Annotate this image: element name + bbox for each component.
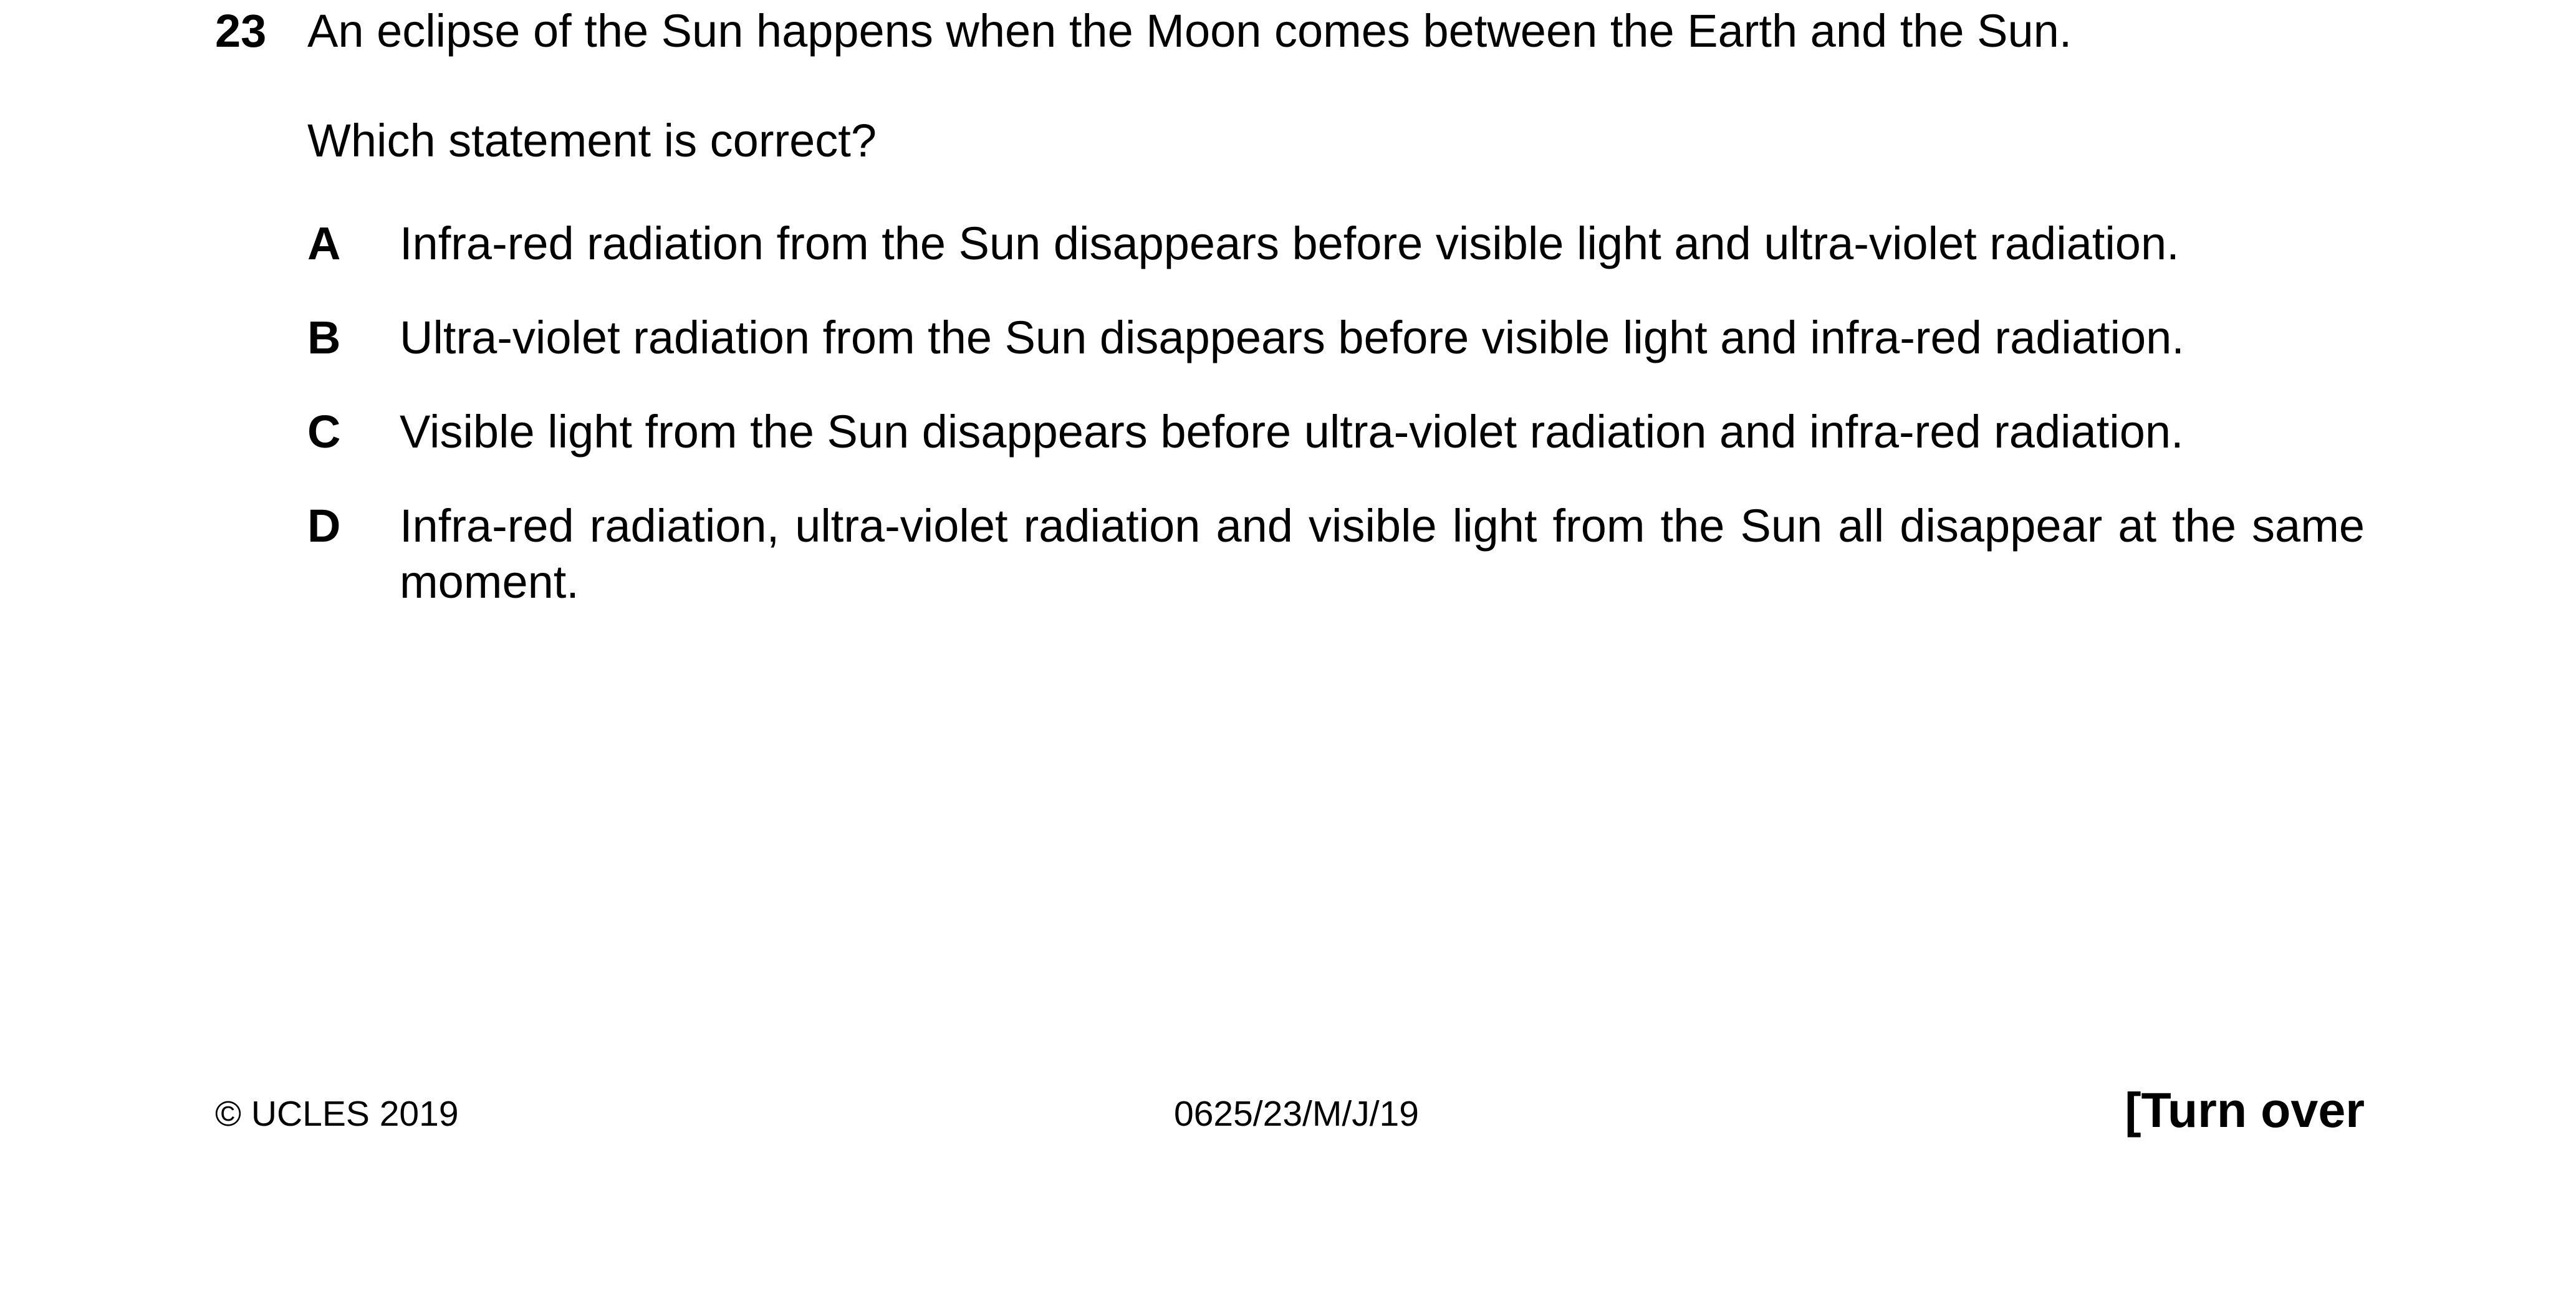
option-text: Infra-red radiation from the Sun disappe… bbox=[400, 218, 2180, 269]
turn-over-label: [Turn over bbox=[2125, 1082, 2365, 1138]
copyright-notice: © UCLES 2019 bbox=[215, 1094, 459, 1134]
paper-code: 0625/23/M/J/19 bbox=[1174, 1094, 1419, 1134]
option-text: Visible light from the Sun disappears be… bbox=[400, 406, 2184, 458]
option-letter: C bbox=[307, 406, 341, 458]
option-letter: A bbox=[307, 218, 341, 269]
question-number: 23 bbox=[215, 5, 267, 57]
question-stem: An eclipse of the Sun happens when the M… bbox=[307, 5, 2072, 57]
option-text: Infra-red radiation, ultra-violet radiat… bbox=[400, 500, 2365, 608]
option-letter: B bbox=[307, 312, 341, 363]
question-prompt: Which statement is correct? bbox=[307, 115, 877, 166]
option-text: Ultra-violet radiation from the Sun disa… bbox=[400, 312, 2184, 363]
option-letter: D bbox=[307, 500, 341, 552]
